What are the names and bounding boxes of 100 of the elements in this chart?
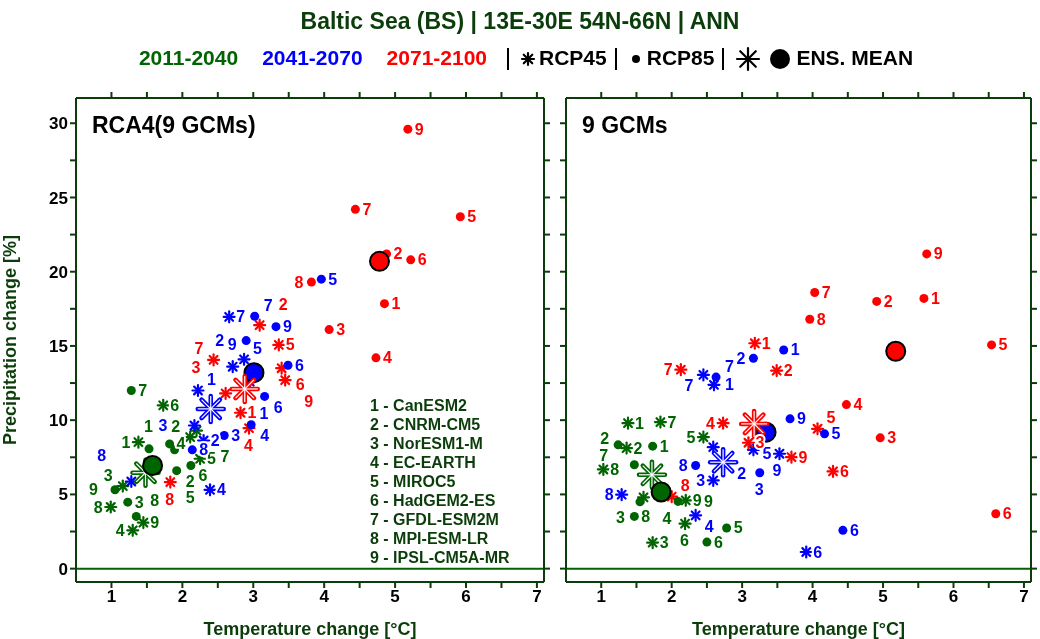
y-tick-label: 0 xyxy=(58,559,68,579)
annotation: 7 xyxy=(663,361,673,379)
annotation: 2 xyxy=(633,439,643,457)
annotation: 9 xyxy=(704,492,714,510)
annotation: 8 xyxy=(165,490,175,508)
annotation: 8 xyxy=(816,310,826,328)
x-tick-label: 6 xyxy=(461,587,471,607)
annotation: 2 - CNRM-CM5 xyxy=(370,415,482,434)
annotation: 7 - GFDL-ESM2M xyxy=(370,510,500,529)
annotation: 7 xyxy=(138,381,148,399)
annotation: 7 xyxy=(194,340,204,358)
annotation: 7 xyxy=(236,308,246,326)
annotation: 4 - EC-EARTH xyxy=(370,453,477,472)
annotation: 1 - CanESM2 xyxy=(370,396,468,415)
annotation: 7 xyxy=(263,296,273,314)
chart-title: Baltic Sea (BS) | 13E-30E 54N-66N | ANN xyxy=(299,8,741,36)
annotation: 6 xyxy=(198,467,208,485)
text: 2071-2100 xyxy=(386,46,488,69)
annotation: 5 xyxy=(253,339,263,357)
annotation: 6 xyxy=(417,251,427,269)
annotation: 8 xyxy=(680,477,690,495)
annotation: 2 xyxy=(737,464,747,482)
annotation: 2 xyxy=(210,432,220,450)
y-tick-label: 15 xyxy=(49,336,68,356)
annotation: 3 xyxy=(696,471,706,489)
x-tick-label: 4 xyxy=(319,587,330,607)
annotation: 8 xyxy=(678,456,688,474)
text: 9 GCMs xyxy=(582,112,668,139)
annotation: 8 xyxy=(199,441,209,459)
annotation: 1 xyxy=(206,370,216,388)
annotation: 6 xyxy=(170,396,180,414)
annotation: 1 xyxy=(724,376,734,394)
annotation: 3 - NorESM1-M xyxy=(370,434,484,453)
annotation: 1 xyxy=(121,433,131,451)
annotation: 4 xyxy=(706,414,716,432)
annotation: 4 xyxy=(704,517,714,535)
annotation: 1 xyxy=(790,341,800,359)
x-axis-title: Temperature change [°C] xyxy=(203,619,417,639)
annotation: 3 xyxy=(134,493,144,511)
y-tick-label: 25 xyxy=(49,188,68,208)
annotation: 9 xyxy=(772,462,782,480)
annotation: 2 xyxy=(393,245,403,263)
annotation: 5 xyxy=(328,270,338,288)
annotation: 9 - IPSL-CM5A-MR xyxy=(370,548,510,567)
x-tick-label: 7 xyxy=(532,587,542,607)
x-tick-label: 5 xyxy=(390,587,400,607)
annotation: 5 xyxy=(467,208,477,226)
annotation: 8 xyxy=(97,446,107,464)
annotation: 3 xyxy=(336,321,346,339)
annotation: 7 xyxy=(821,283,831,301)
annotation: 3 xyxy=(103,466,113,484)
annotation: 1 xyxy=(930,289,940,307)
annotation: 4 xyxy=(260,427,270,445)
annotation: 9 xyxy=(414,120,424,138)
annotation: 5 xyxy=(686,428,696,446)
annotation: 8 xyxy=(294,273,304,291)
annotation: 5 xyxy=(207,450,217,468)
annotation: 1 xyxy=(761,334,771,352)
text: RCA4(9 GCMs) xyxy=(92,112,256,139)
annotation: 6 xyxy=(273,399,283,417)
annotation: 5 xyxy=(285,336,295,354)
y-tick-label: 5 xyxy=(58,485,68,505)
annotation: 7 xyxy=(599,447,609,465)
annotation: 9 xyxy=(933,245,943,263)
x-tick-label: 4 xyxy=(807,587,818,607)
annotation: 1 xyxy=(144,418,154,436)
annotation: 4 xyxy=(244,436,254,454)
x-tick-label: 1 xyxy=(106,587,117,607)
annotation: 8 - MPI-ESM-LR xyxy=(370,529,490,548)
annotation: 2 xyxy=(185,473,195,491)
y-tick-label: 20 xyxy=(49,262,68,282)
annotation: 6 xyxy=(840,462,850,480)
annotation: 4 xyxy=(662,509,672,527)
annotation: 1 xyxy=(635,414,644,432)
annotation: 5 xyxy=(998,336,1008,354)
text: RCP85 xyxy=(646,46,715,69)
annotation: 3 xyxy=(659,534,669,552)
annotation: 7 xyxy=(725,357,735,375)
annotation: 1 xyxy=(259,404,269,422)
annotation: 5 xyxy=(826,409,836,427)
annotation: 3 xyxy=(615,509,625,527)
annotation: 5 xyxy=(733,519,743,537)
annotation: 1 xyxy=(391,295,401,313)
annotation: 5 - MIROC5 xyxy=(370,472,457,491)
x-tick-label: 3 xyxy=(737,587,747,607)
annotation: 4 xyxy=(382,349,392,367)
annotation: 4 xyxy=(115,521,125,539)
x-tick-label: 2 xyxy=(666,587,677,607)
annotation: 3 xyxy=(231,426,241,444)
annotation: 2 xyxy=(736,349,746,367)
annotation: 4 xyxy=(217,481,227,499)
annotation: 8 xyxy=(641,507,651,525)
annotation: 9 xyxy=(692,491,702,509)
annotation: 8 xyxy=(610,460,620,478)
annotation: 2 xyxy=(783,362,793,380)
text: 2041-2070 xyxy=(262,46,363,69)
annotation: 7 xyxy=(667,413,677,431)
text: RCP45 xyxy=(539,46,607,69)
x-tick-label: 5 xyxy=(878,587,888,607)
annotation: 1 xyxy=(659,437,669,455)
